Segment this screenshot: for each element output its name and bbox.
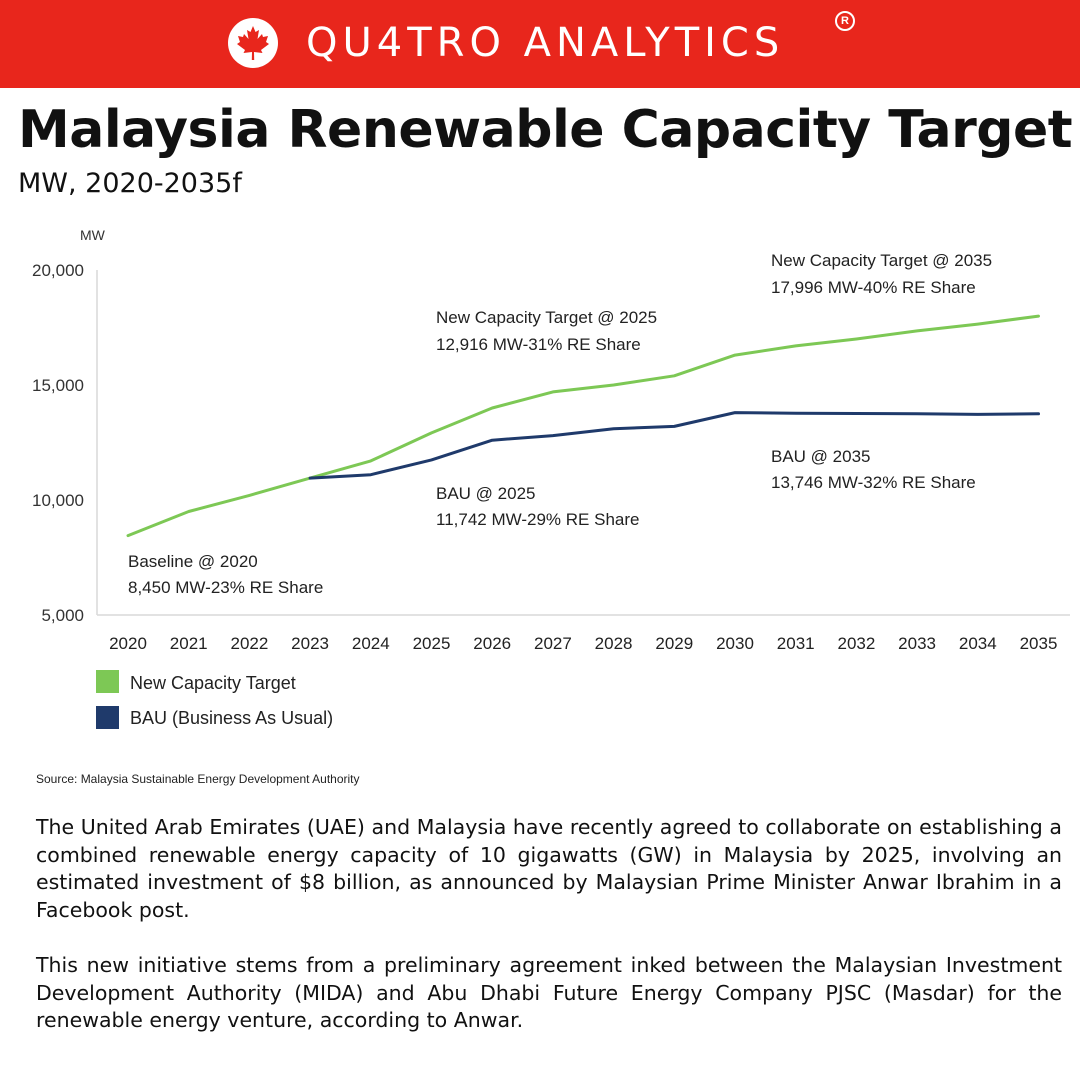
legend-label-bau-name: BAU (130, 708, 167, 728)
maple-leaf-icon (228, 18, 278, 68)
series-line-new-capacity-target (126, 314, 1040, 538)
annotation-target-2025: New Capacity Target @ 2025 12,916 MW-31%… (436, 308, 662, 354)
x-tick-label: 2023 (291, 634, 329, 653)
y-axis-label: MW (80, 227, 106, 243)
x-tick-label: 2021 (170, 634, 208, 653)
brand-name: QU4TRO ANALYTICS (306, 20, 785, 66)
annotation-baseline-2020: Baseline @ 2020 8,450 MW-23% RE Share (128, 552, 323, 597)
legend-label-bau: BAU (Business As Usual) (130, 708, 333, 728)
y-tick-label: 5,000 (41, 606, 84, 625)
body-paragraph-2: This new initiative stems from a prelimi… (36, 953, 1062, 1032)
body-paragraph-1: The United Arab Emirates (UAE) and Malay… (36, 815, 1062, 922)
legend-label-bau-suffix: (Business As Usual) (172, 708, 333, 728)
x-tick-label: 2029 (655, 634, 693, 653)
x-tick-label: 2034 (959, 634, 997, 653)
y-tick-label: 15,000 (32, 376, 84, 395)
x-tick-label: 2027 (534, 634, 572, 653)
page-title: Malaysia Renewable Capacity Target (18, 100, 1073, 160)
legend-label-new-capacity-target: New Capacity Target (130, 673, 296, 693)
x-tick-label: 2024 (352, 634, 390, 653)
brand-header: QU4TRO ANALYTICS R (0, 0, 1080, 88)
x-tick-label: 2020 (109, 634, 147, 653)
x-tick-label: 2032 (837, 634, 875, 653)
registered-mark: R (835, 11, 855, 31)
legend-swatch-bau (96, 706, 119, 729)
y-tick-label: 20,000 (32, 261, 84, 280)
x-tick-label: 2031 (777, 634, 815, 653)
annotation-bau-2035: BAU @ 2035 13,746 MW-32% RE Share (771, 447, 976, 492)
x-tick-label: 2025 (413, 634, 451, 653)
y-tick-label: 10,000 (32, 491, 84, 510)
x-tick-label: 2035 (1020, 634, 1058, 653)
legend-swatch-new-capacity-target (96, 670, 119, 693)
x-tick-label: 2022 (230, 634, 268, 653)
annotation-target-2035: New Capacity Target @ 2035 17,996 MW-40%… (771, 251, 997, 297)
x-tick-label: 2033 (898, 634, 936, 653)
chart-legend: New Capacity Target BAU (Business As Usu… (96, 670, 333, 729)
x-tick-label: 2030 (716, 634, 754, 653)
page-subtitle: MW, 2020-2035f (18, 168, 242, 199)
annotation-bau-2025: BAU @ 2025 11,742 MW-29% RE Share (436, 484, 639, 529)
source-note: Source: Malaysia Sustainable Energy Deve… (36, 772, 360, 786)
series-line-bau (308, 411, 1040, 480)
x-tick-label: 2028 (595, 634, 633, 653)
x-tick-label: 2026 (473, 634, 511, 653)
capacity-line-chart: MW 20,000 15,000 10,000 5,000 2020 2021 2022 2… (32, 227, 1070, 729)
